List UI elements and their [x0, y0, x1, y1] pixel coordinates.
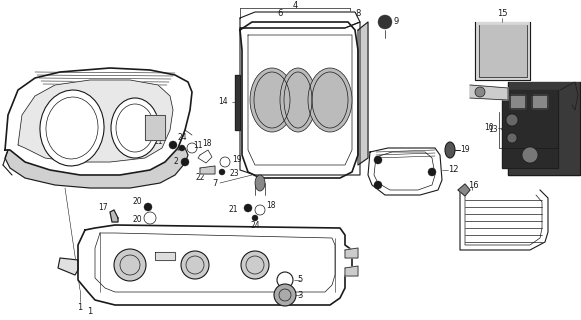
Polygon shape — [458, 184, 470, 196]
Polygon shape — [470, 85, 508, 100]
Ellipse shape — [255, 175, 265, 191]
Polygon shape — [345, 266, 358, 276]
Ellipse shape — [40, 90, 104, 166]
Text: 15: 15 — [497, 10, 507, 19]
Polygon shape — [240, 12, 360, 28]
Ellipse shape — [244, 204, 252, 212]
Ellipse shape — [445, 142, 455, 158]
Ellipse shape — [252, 215, 258, 221]
Ellipse shape — [169, 141, 177, 149]
Polygon shape — [475, 22, 530, 80]
Polygon shape — [145, 115, 165, 140]
Text: 6: 6 — [277, 10, 283, 19]
Ellipse shape — [114, 249, 146, 281]
Ellipse shape — [144, 203, 152, 211]
Ellipse shape — [181, 158, 189, 166]
Polygon shape — [532, 95, 547, 108]
Ellipse shape — [428, 168, 436, 176]
Text: 2: 2 — [173, 157, 178, 166]
Ellipse shape — [274, 284, 296, 306]
Ellipse shape — [475, 87, 485, 97]
Text: 9: 9 — [393, 18, 398, 27]
Polygon shape — [240, 22, 358, 178]
Text: 11: 11 — [193, 140, 203, 149]
Text: 10: 10 — [485, 124, 494, 132]
Ellipse shape — [241, 251, 269, 279]
Polygon shape — [58, 258, 78, 275]
Polygon shape — [110, 210, 118, 222]
Text: 23: 23 — [230, 170, 239, 179]
Ellipse shape — [280, 68, 316, 132]
Text: 18: 18 — [266, 201, 275, 210]
Text: 24: 24 — [177, 133, 187, 142]
Text: 16: 16 — [468, 180, 479, 189]
Polygon shape — [502, 90, 558, 168]
Text: 4: 4 — [292, 1, 297, 10]
Text: 3: 3 — [297, 291, 302, 300]
Polygon shape — [18, 80, 173, 162]
Text: 19: 19 — [460, 146, 469, 155]
Text: 14: 14 — [218, 98, 228, 107]
Ellipse shape — [506, 114, 518, 126]
Text: 1: 1 — [77, 303, 83, 313]
Polygon shape — [5, 68, 192, 175]
Polygon shape — [479, 25, 527, 77]
Polygon shape — [155, 252, 175, 260]
Ellipse shape — [374, 181, 382, 189]
Ellipse shape — [179, 145, 185, 151]
Text: 20: 20 — [132, 197, 142, 206]
Ellipse shape — [378, 15, 392, 29]
Text: 17: 17 — [98, 204, 108, 212]
Polygon shape — [508, 82, 580, 175]
Polygon shape — [368, 148, 442, 195]
Ellipse shape — [219, 169, 225, 175]
Polygon shape — [358, 22, 368, 165]
Text: 7: 7 — [213, 179, 218, 188]
Text: 21: 21 — [228, 205, 238, 214]
Polygon shape — [235, 75, 240, 130]
Ellipse shape — [111, 98, 159, 158]
Text: 20: 20 — [132, 215, 142, 225]
Ellipse shape — [507, 133, 517, 143]
Ellipse shape — [308, 68, 352, 132]
Ellipse shape — [181, 251, 209, 279]
Polygon shape — [240, 22, 360, 175]
Polygon shape — [510, 95, 525, 108]
Text: 1: 1 — [87, 308, 92, 316]
Ellipse shape — [522, 147, 538, 163]
Polygon shape — [78, 225, 352, 305]
Text: 22: 22 — [195, 173, 205, 182]
Text: 8: 8 — [356, 10, 361, 19]
Text: 5: 5 — [297, 276, 302, 284]
Polygon shape — [460, 190, 548, 250]
Polygon shape — [5, 148, 188, 188]
Text: 24: 24 — [250, 221, 260, 230]
Text: 12: 12 — [448, 165, 458, 174]
Text: 13: 13 — [489, 125, 498, 134]
Ellipse shape — [250, 68, 294, 132]
Text: 18: 18 — [202, 140, 211, 148]
Polygon shape — [200, 166, 215, 174]
Ellipse shape — [374, 156, 382, 164]
Text: 19: 19 — [232, 156, 242, 164]
Text: 21: 21 — [153, 138, 163, 147]
Polygon shape — [345, 248, 358, 258]
